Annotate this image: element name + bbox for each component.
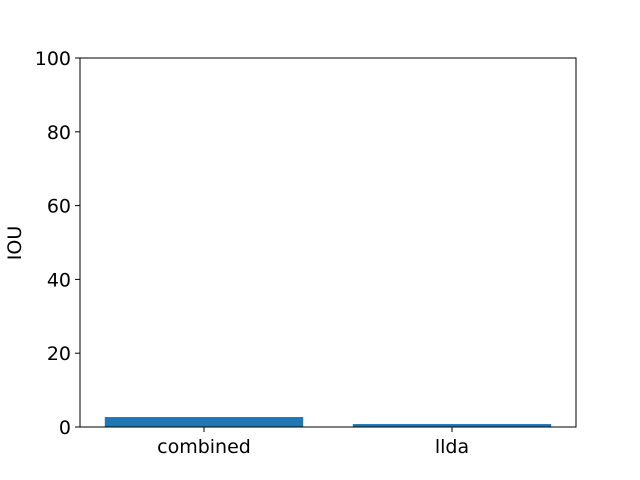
x-tick-label: combined — [157, 436, 251, 458]
bars-group — [104, 417, 552, 427]
y-tick-label: 20 — [47, 343, 71, 365]
y-axis-label: IOU — [4, 226, 26, 260]
y-tick-label: 100 — [35, 48, 71, 70]
y-axis-ticks: 0 20 40 60 80 100 — [35, 48, 80, 439]
y-tick-label: 40 — [47, 269, 71, 291]
y-tick-label: 0 — [59, 417, 71, 439]
y-tick-label: 60 — [47, 196, 71, 218]
x-axis-ticks: combined llda — [157, 427, 469, 458]
bar-llda — [352, 424, 552, 427]
bar-combined — [104, 417, 304, 427]
plot-area — [80, 58, 576, 427]
plot-frame — [79, 57, 577, 428]
x-tick-label: llda — [435, 436, 469, 458]
y-tick-label: 80 — [47, 122, 71, 144]
